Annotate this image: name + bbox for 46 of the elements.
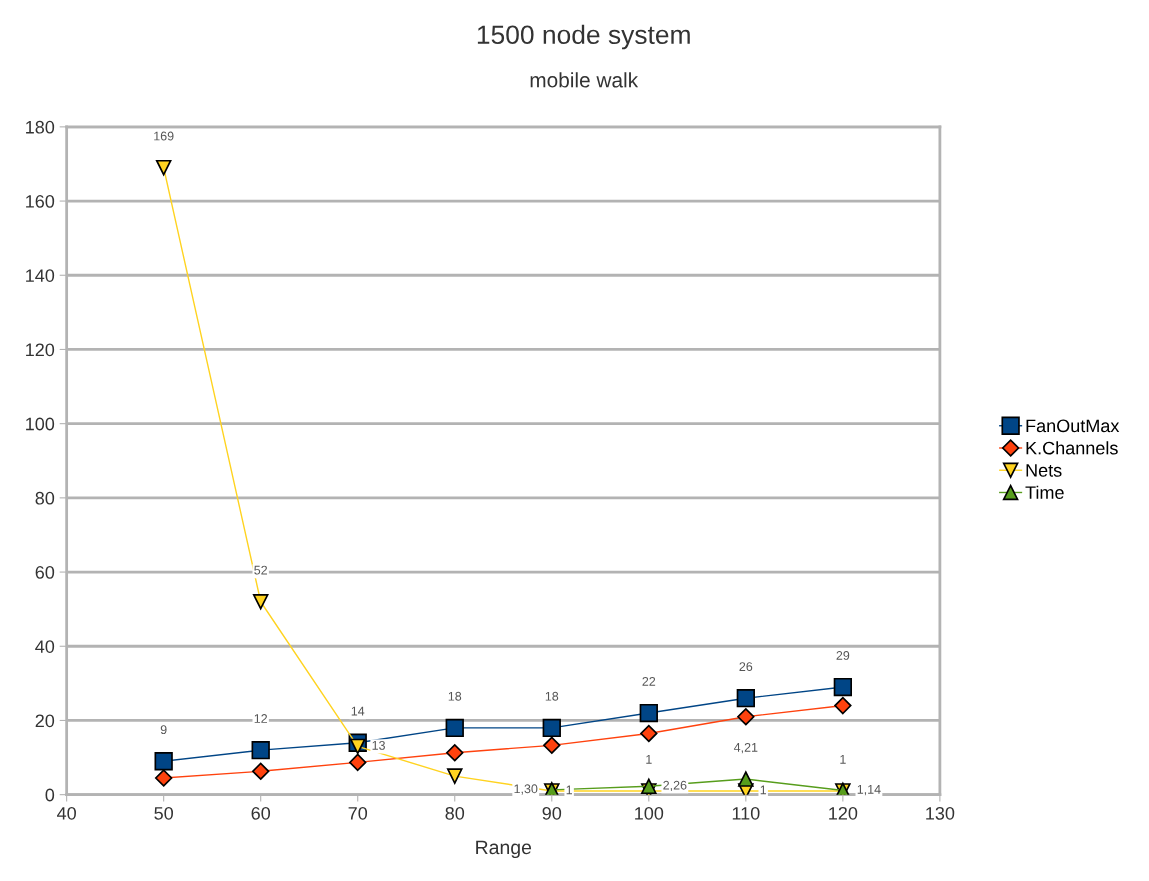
- y-tick-label: 40: [35, 640, 55, 653]
- y-tick-label: 60: [35, 566, 55, 579]
- x-tick-label: 70: [348, 806, 368, 820]
- x-tick-label: 80: [445, 806, 465, 820]
- y-tick-label: 20: [35, 714, 55, 728]
- x-tick-label: 40: [57, 806, 76, 820]
- data-label: 18: [545, 691, 559, 701]
- data-label: 1,30: [514, 784, 538, 795]
- data-label: 26: [739, 662, 753, 671]
- x-tick-label: 50: [154, 806, 174, 820]
- x-tick-label: 110: [732, 806, 760, 820]
- data-label: 18: [448, 691, 462, 701]
- data-label: 169: [154, 131, 174, 141]
- x-tick-label: 130: [926, 806, 955, 820]
- data-label: 14: [351, 706, 365, 716]
- x-tick-label: 60: [251, 806, 271, 820]
- x-axis-title: Range: [476, 840, 532, 859]
- x-tick-label: 90: [542, 806, 562, 820]
- y-tick-label: 140: [26, 269, 55, 282]
- legend-label: Time: [1025, 485, 1064, 499]
- chart-title: 1500 node system: [477, 24, 690, 50]
- data-label: 1: [646, 755, 652, 764]
- legend-label: Nets: [1026, 464, 1062, 477]
- x-tick-label: 120: [829, 806, 858, 820]
- y-tick-label: 120: [26, 343, 55, 357]
- data-label: 1: [840, 755, 846, 764]
- data-label: 12: [254, 714, 268, 723]
- data-label: 13: [372, 740, 385, 750]
- legend-label: FanOutMax: [1026, 419, 1120, 433]
- y-tick-label: 100: [26, 417, 55, 431]
- y-tick-label: 80: [35, 491, 55, 505]
- chart-subtitle: mobile walk: [530, 72, 639, 88]
- data-label: 52: [254, 565, 268, 575]
- data-label: 2,26: [663, 780, 687, 792]
- y-tick-label: 0: [45, 788, 55, 802]
- data-label: 4,21: [733, 742, 758, 754]
- data-label: 29: [836, 651, 850, 660]
- data-label: 9: [160, 725, 167, 735]
- y-tick-label: 160: [26, 195, 55, 208]
- data-label: 1,14: [857, 785, 881, 796]
- y-tick-label: 180: [26, 120, 55, 134]
- data-label: 1: [566, 785, 573, 795]
- data-label: 22: [642, 676, 656, 686]
- x-tick-label: 100: [635, 806, 664, 820]
- data-label: 1: [760, 785, 767, 795]
- legend-label: K.Channels: [1026, 441, 1118, 455]
